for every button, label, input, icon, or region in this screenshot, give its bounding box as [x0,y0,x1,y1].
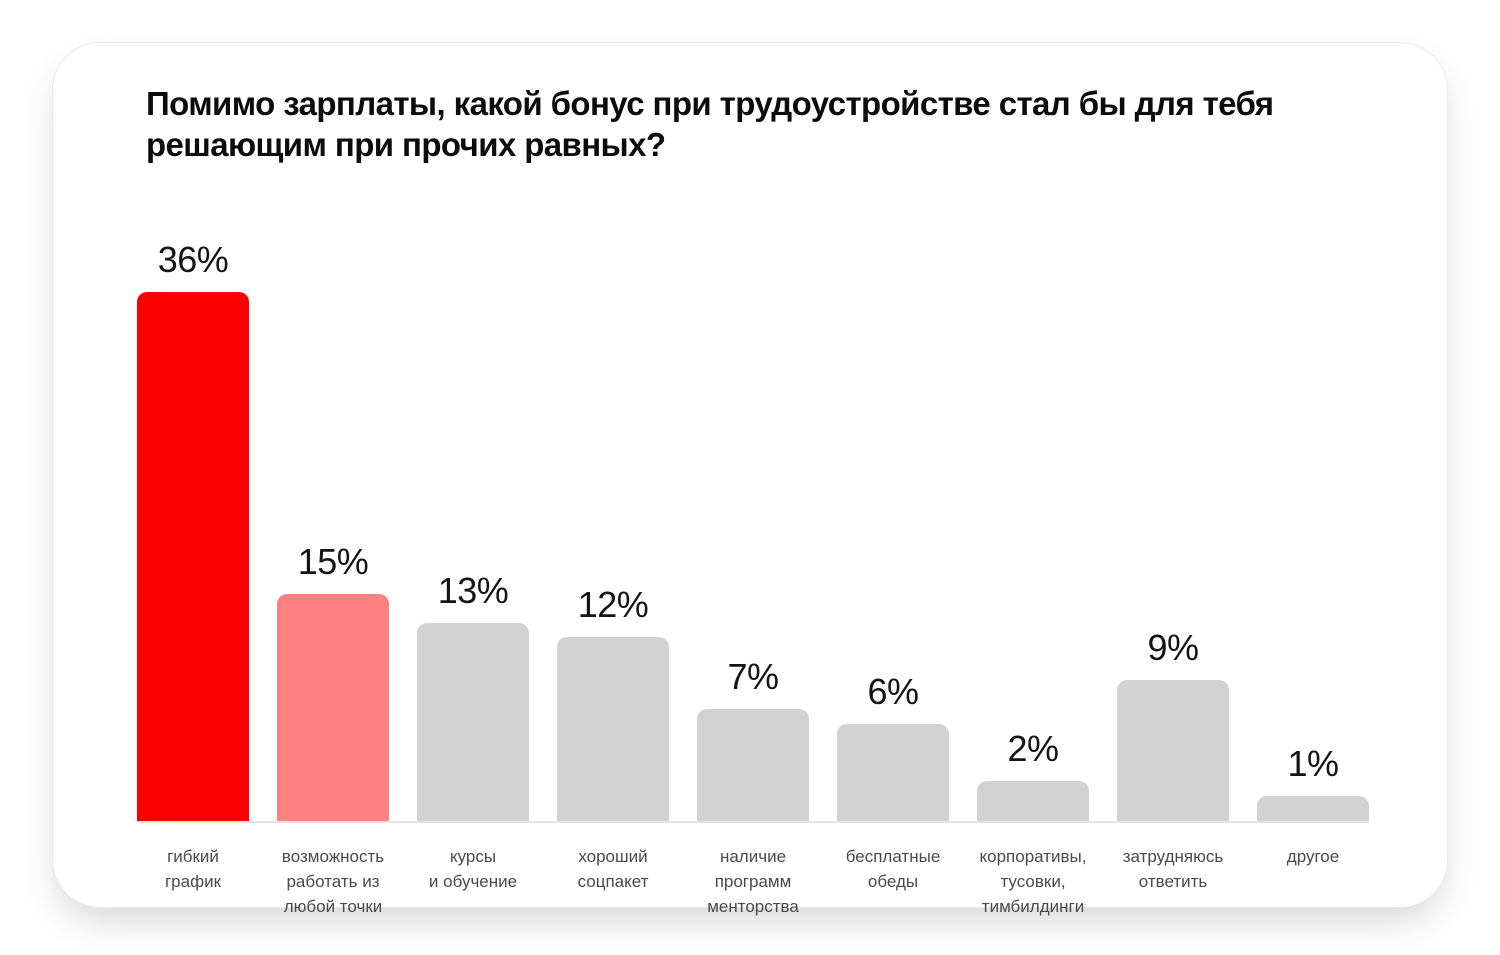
bar [977,781,1089,821]
bar-column: 36% [137,239,249,821]
bar-value-label: 7% [727,656,779,697]
bar [137,292,249,821]
category-label: курсы и обучение [428,847,518,891]
bar-column: 7% [697,239,809,821]
bar [277,594,389,821]
bar-value-label: 13% [437,570,509,611]
bar-column: 15% [277,239,389,821]
bar-column: 9% [1117,239,1229,821]
category-label: возможность работать из любой точки [281,847,385,916]
bar-column: 1% [1257,239,1369,821]
bar-value-label: 2% [1007,728,1059,769]
bar-value-label: 15% [297,541,369,582]
chart-title: Помимо зарплаты, какой бонус при трудоус… [146,83,1361,165]
bar [697,709,809,821]
bar-column: 2% [977,239,1089,821]
bars-row: 36% 15% 13% 12% 7% 6% 2% 9% 1% [137,239,1369,821]
bar-chart: 36% 15% 13% 12% 7% 6% 2% 9% 1% гибкий график возм… [137,239,1369,919]
bar-value-label: 1% [1287,743,1339,784]
bar-column: 12% [557,239,669,821]
chart-title-line-2: решающим при прочих равных? [146,126,666,163]
category-label: гибкий график [164,847,222,891]
bar-value-label: 9% [1147,627,1199,668]
bar-column: 13% [417,239,529,821]
bar [417,623,529,821]
category-label: хороший соцпакет [577,847,649,891]
chart-title-line-1: Помимо зарплаты, какой бонус при трудоус… [146,85,1274,122]
bar [557,637,669,821]
bar-value-label: 36% [157,239,229,280]
category-label: бесплатные обеды [845,847,941,891]
bar-value-label: 6% [867,671,919,712]
x-axis-baseline [137,821,1369,823]
category-label: наличие программ менторства [707,847,799,916]
bar-column: 6% [837,239,949,821]
bar [1257,796,1369,821]
bar [837,724,949,821]
bar-value-label: 12% [577,584,649,625]
category-label: другое [1286,847,1340,866]
category-label: корпоративы, тусовки, тимбилдинги [979,847,1087,916]
bar [1117,680,1229,821]
category-labels-row: гибкий график возможность работать из люб… [137,844,1369,919]
survey-card: Помимо зарплаты, какой бонус при трудоус… [52,42,1448,916]
category-label: затрудняюсь ответить [1122,847,1224,891]
